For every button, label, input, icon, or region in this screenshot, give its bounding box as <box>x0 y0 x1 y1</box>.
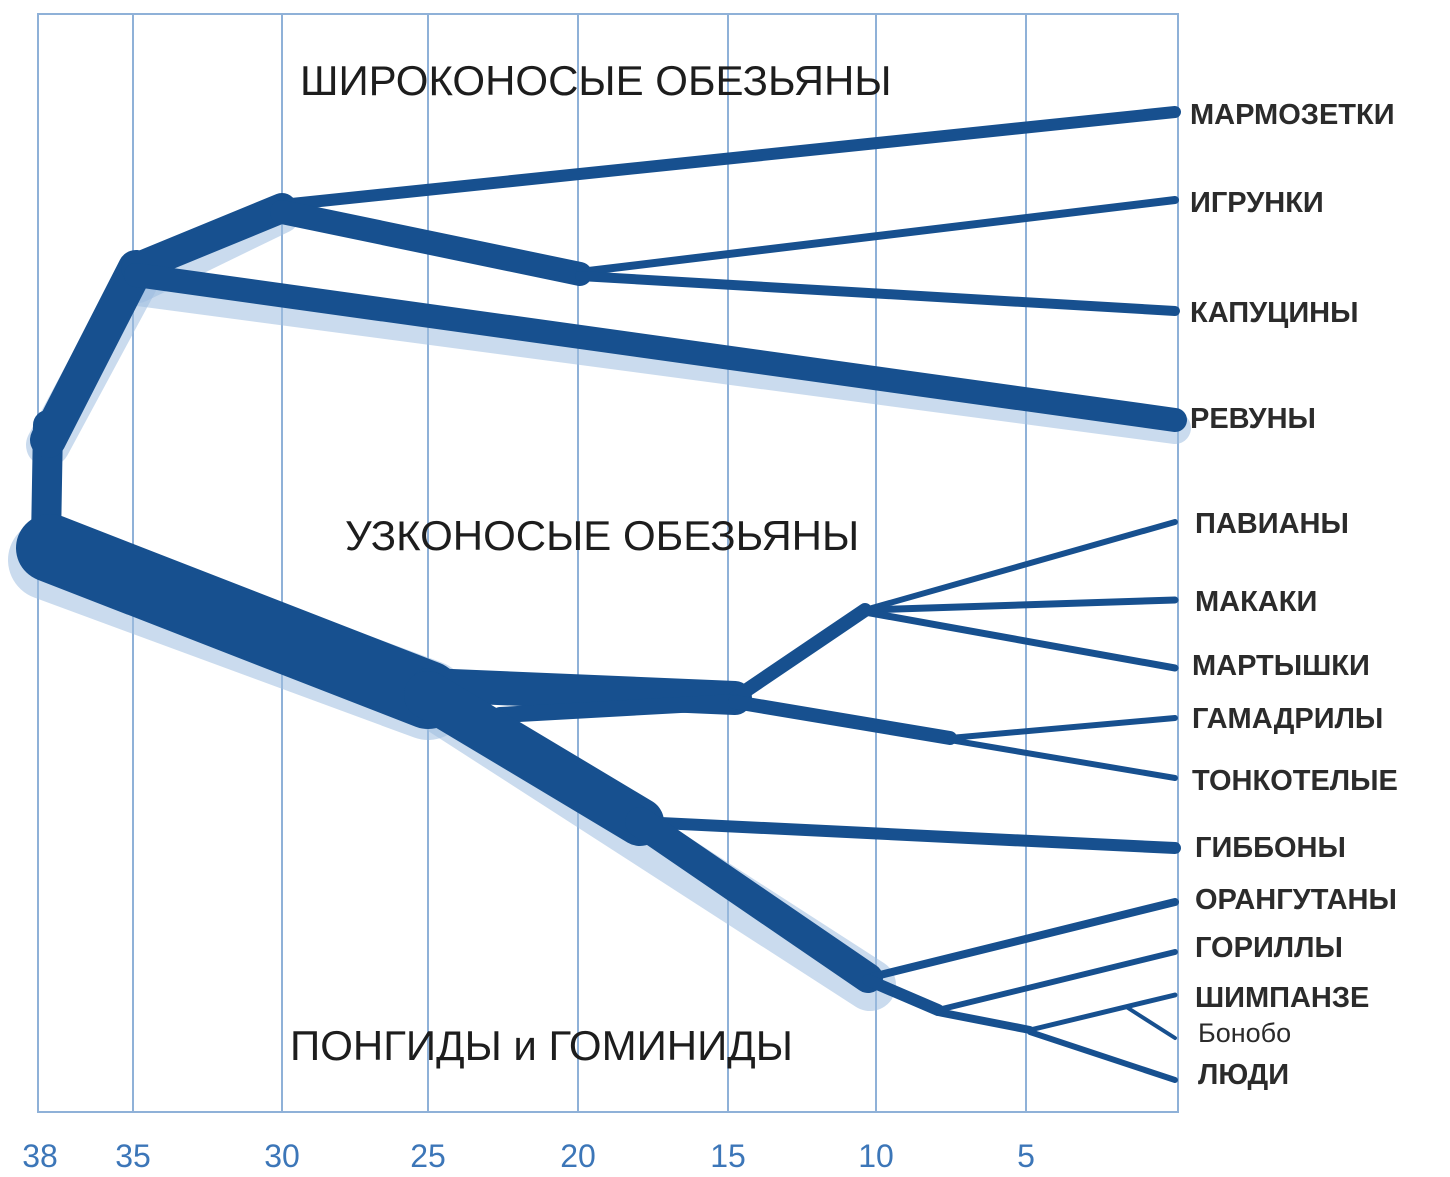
leaf-label-humans: ЛЮДИ <box>1198 1059 1289 1091</box>
group-title-hominoids: ПОНГИДЫ и ГОМИНИДЫ <box>290 1022 793 1069</box>
branch-colobine-split <box>492 694 743 723</box>
branch-gorillas <box>935 949 1178 1013</box>
tick-label-10: 10 <box>858 1138 894 1174</box>
branch-marmosets <box>276 106 1181 211</box>
branch-colobines <box>947 737 1178 781</box>
branch-gibbons <box>634 816 1181 854</box>
tick-label-38: 38 <box>22 1138 58 1174</box>
leaf-label-marmosets: МАРМОЗЕТКИ <box>1190 99 1395 131</box>
leaf-label-guenons: МАРТЫШКИ <box>1192 650 1370 682</box>
branch-18-10 <box>625 807 883 993</box>
group-title-platyrrhini: ШИРОКОНОСЫЕ ОБЕЗЬЯНЫ <box>300 57 892 104</box>
tick-label-15: 15 <box>710 1138 746 1174</box>
branch-capuchins <box>575 271 1180 316</box>
leaf-label-chimpanzees: ШИМПАНЗЕ <box>1195 982 1369 1014</box>
branch-humans <box>1027 1029 1178 1083</box>
branch-15-10 <box>728 603 872 705</box>
branch-15-8 <box>728 695 957 745</box>
group-title-catarrhini: УЗКОНОСЫЕ ОБЕЗЬЯНЫ <box>345 512 859 559</box>
tick-label-25: 25 <box>410 1138 446 1174</box>
leaf-label-gibbons: ГИББОНЫ <box>1195 832 1346 864</box>
leaf-label-colobines: ТОНКОТЕЛЫЕ <box>1192 765 1398 797</box>
leaf-label-bonobos: Бонобо <box>1198 1018 1291 1048</box>
branch-35-30 <box>121 193 297 283</box>
time-axis: 38 35 30 25 20 15 10 5 <box>22 1138 1035 1174</box>
branch-chimpanzees <box>1027 992 1178 1033</box>
leaf-label-macaques: МАКАКИ <box>1195 586 1317 618</box>
leaf-labels: МАРМОЗЕТКИ ИГРУНКИ КАПУЦИНЫ РЕВУНЫ ПАВИА… <box>1190 99 1398 1091</box>
leaf-label-hamadryas: ГАМАДРИЛЫ <box>1192 703 1383 735</box>
tick-label-35: 35 <box>115 1138 151 1174</box>
leaf-label-baboons: ПАВИАНЫ <box>1195 508 1349 540</box>
leaf-label-gorillas: ГОРИЛЛЫ <box>1195 932 1343 964</box>
branch-baboons <box>862 519 1178 613</box>
time-grid <box>37 13 1179 1113</box>
leaf-label-howlers: РЕВУНЫ <box>1190 403 1316 435</box>
branch-10-8 <box>862 974 944 1016</box>
branch-25-15 <box>411 668 752 715</box>
branch-8-5 <box>934 1008 1034 1034</box>
tick-label-20: 20 <box>560 1138 596 1174</box>
tick-label-5: 5 <box>1017 1138 1035 1174</box>
leaf-label-capuchins: КАПУЦИНЫ <box>1190 297 1359 329</box>
branch-hamadryas <box>947 715 1178 741</box>
platyrrhini-stem <box>30 250 154 458</box>
leaf-label-orangutans: ОРАНГУТАНЫ <box>1195 884 1397 916</box>
tick-label-30: 30 <box>264 1138 300 1174</box>
leaf-label-tamarins: ИГРУНКИ <box>1190 187 1324 219</box>
branch-guenons <box>861 608 1179 672</box>
branch-macaques <box>861 596 1179 614</box>
branch-30-20 <box>270 200 592 286</box>
branch-tamarins <box>576 196 1179 276</box>
branch-bonobos <box>1126 1006 1177 1040</box>
branch-orangutans <box>864 898 1179 982</box>
tree-branches <box>16 106 1187 1083</box>
branch-howlers <box>124 263 1187 432</box>
branch-25-18 <box>404 671 664 846</box>
catarrhini-stem <box>16 514 462 729</box>
